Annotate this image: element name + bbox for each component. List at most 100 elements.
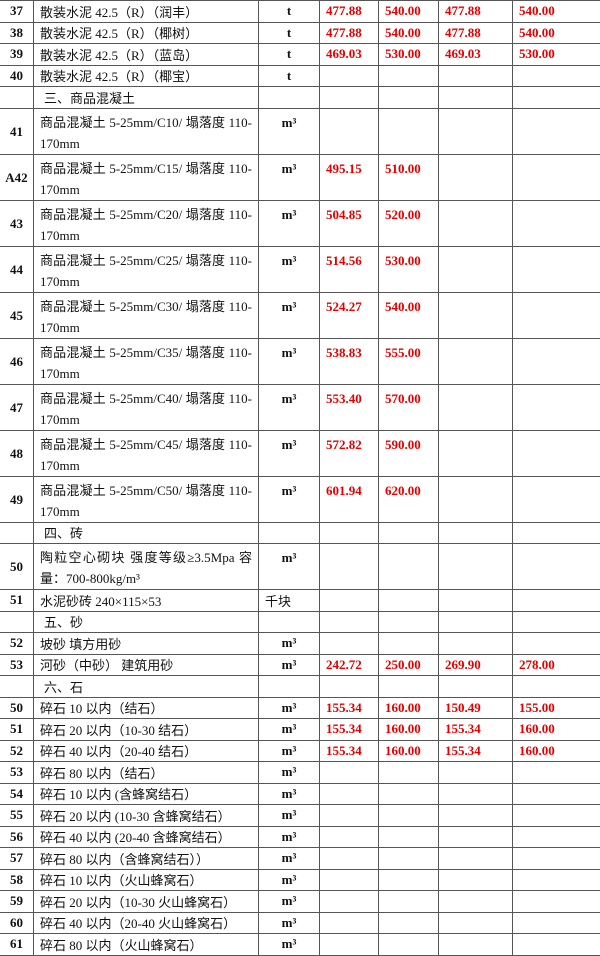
item-unit bbox=[259, 676, 320, 698]
price-cell-4: 160.00 bbox=[513, 719, 600, 741]
item-name: 碎石 80 以内（含蜂窝结石）） bbox=[34, 848, 259, 870]
price-cell-1 bbox=[320, 783, 379, 805]
price-cell-3 bbox=[439, 676, 513, 698]
price-cell-4 bbox=[513, 154, 600, 200]
item-number: 46 bbox=[0, 338, 34, 384]
price-cell-1 bbox=[320, 805, 379, 827]
price-cell-3 bbox=[439, 633, 513, 655]
item-number: 57 bbox=[0, 848, 34, 870]
price-cell-2: 570.00 bbox=[379, 384, 439, 430]
price-cell-1 bbox=[320, 633, 379, 655]
item-number: 50 bbox=[0, 697, 34, 719]
price-cell-1 bbox=[320, 912, 379, 934]
price-cell-1 bbox=[320, 590, 379, 612]
price-cell-4 bbox=[513, 544, 600, 590]
price-cell-2 bbox=[379, 912, 439, 934]
price-cell-4 bbox=[513, 891, 600, 913]
item-number: 53 bbox=[0, 654, 34, 676]
price-cell-1: 572.82 bbox=[320, 430, 379, 476]
item-number: 40 bbox=[0, 65, 34, 87]
item-number: 60 bbox=[0, 912, 34, 934]
item-name: 坡砂 填方用砂 bbox=[34, 633, 259, 655]
price-cell-2 bbox=[379, 633, 439, 655]
item-unit: m³ bbox=[259, 200, 320, 246]
item-unit: m³ bbox=[259, 697, 320, 719]
item-name: 商品混凝土 5-25mm/C20/ 塌落度 110-170mm bbox=[34, 200, 259, 246]
price-cell-3 bbox=[439, 826, 513, 848]
price-cell-1: 514.56 bbox=[320, 246, 379, 292]
price-cell-3 bbox=[439, 476, 513, 522]
item-name: 碎石 80 以内（结石） bbox=[34, 762, 259, 784]
price-cell-1 bbox=[320, 848, 379, 870]
price-cell-4 bbox=[513, 676, 600, 698]
price-cell-1: 242.72 bbox=[320, 654, 379, 676]
item-unit: m³ bbox=[259, 762, 320, 784]
item-name: 商品混凝土 5-25mm/C30/ 塌落度 110-170mm bbox=[34, 292, 259, 338]
item-name: 商品混凝土 5-25mm/C50/ 塌落度 110-170mm bbox=[34, 476, 259, 522]
price-cell-1: 477.88 bbox=[320, 1, 379, 23]
item-number: 55 bbox=[0, 805, 34, 827]
item-name: 碎石 10 以内（结石） bbox=[34, 697, 259, 719]
price-cell-2 bbox=[379, 676, 439, 698]
item-name: 碎石 10 以内 (含蜂窝结石） bbox=[34, 783, 259, 805]
price-cell-2: 540.00 bbox=[379, 1, 439, 23]
item-number: 38 bbox=[0, 22, 34, 44]
section-row: 六、石 bbox=[0, 676, 600, 698]
item-unit: m³ bbox=[259, 891, 320, 913]
item-unit: m³ bbox=[259, 108, 320, 154]
price-cell-3 bbox=[439, 87, 513, 109]
price-cell-2 bbox=[379, 869, 439, 891]
item-name: 散装水泥 42.5（R）（润丰） bbox=[34, 1, 259, 23]
item-name: 商品混凝土 5-25mm/C15/ 塌落度 110-170mm bbox=[34, 154, 259, 200]
price-cell-4: 160.00 bbox=[513, 740, 600, 762]
price-cell-3 bbox=[439, 783, 513, 805]
price-cell-4 bbox=[513, 522, 600, 544]
price-cell-4 bbox=[513, 108, 600, 154]
item-number: 45 bbox=[0, 292, 34, 338]
item-unit: m³ bbox=[259, 826, 320, 848]
price-cell-2 bbox=[379, 65, 439, 87]
price-cell-2 bbox=[379, 522, 439, 544]
price-cell-2 bbox=[379, 826, 439, 848]
item-unit: m³ bbox=[259, 805, 320, 827]
price-cell-3: 155.34 bbox=[439, 719, 513, 741]
price-cell-2 bbox=[379, 783, 439, 805]
item-unit bbox=[259, 611, 320, 633]
item-number: 61 bbox=[0, 934, 34, 956]
price-cell-4 bbox=[513, 65, 600, 87]
item-name: 商品混凝土 5-25mm/C40/ 塌落度 110-170mm bbox=[34, 384, 259, 430]
item-name: 散装水泥 42.5（R）（椰宝） bbox=[34, 65, 259, 87]
item-name: 散装水泥 42.5（R）（椰树） bbox=[34, 22, 259, 44]
price-cell-2: 520.00 bbox=[379, 200, 439, 246]
price-cell-4 bbox=[513, 200, 600, 246]
price-cell-4: 540.00 bbox=[513, 22, 600, 44]
item-name: 商品混凝土 5-25mm/C35/ 塌落度 110-170mm bbox=[34, 338, 259, 384]
item-number: 49 bbox=[0, 476, 34, 522]
price-cell-3 bbox=[439, 108, 513, 154]
price-cell-1: 524.27 bbox=[320, 292, 379, 338]
item-number: 48 bbox=[0, 430, 34, 476]
price-cell-1 bbox=[320, 611, 379, 633]
section-row: 三、商品混凝土 bbox=[0, 87, 600, 109]
item-number: 41 bbox=[0, 108, 34, 154]
price-cell-3 bbox=[439, 292, 513, 338]
price-cell-3: 477.88 bbox=[439, 22, 513, 44]
price-cell-2: 160.00 bbox=[379, 697, 439, 719]
item-number: 47 bbox=[0, 384, 34, 430]
section-row: 五、砂 bbox=[0, 611, 600, 633]
item-number: 44 bbox=[0, 246, 34, 292]
item-number: A42 bbox=[0, 154, 34, 200]
item-unit: m³ bbox=[259, 869, 320, 891]
item-unit: m³ bbox=[259, 912, 320, 934]
price-cell-1: 469.03 bbox=[320, 44, 379, 66]
price-cell-1 bbox=[320, 676, 379, 698]
item-number: 58 bbox=[0, 869, 34, 891]
